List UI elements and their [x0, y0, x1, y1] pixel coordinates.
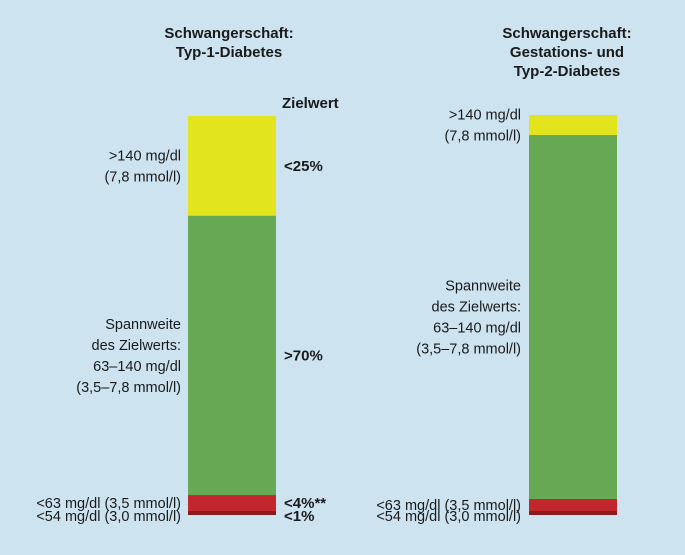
segment-label-line: 63–140 mg/dl: [433, 321, 521, 337]
segment-label-line: >140 mg/dl: [449, 108, 521, 124]
bar-segment-below-63: [529, 499, 617, 511]
segment-label-line: Spannweite: [445, 279, 521, 295]
target-value: >70%: [284, 347, 323, 364]
segment-label-line: <54 mg/dl (3,0 mmol/l): [376, 509, 521, 525]
chart-title-line: Schwangerschaft:: [164, 25, 293, 42]
target-header: Zielwert: [282, 95, 339, 112]
bar-segment-below-63: [188, 495, 276, 512]
segment-label-line: 63–140 mg/dl: [93, 359, 181, 375]
bar-segment-above-range: [529, 115, 617, 135]
segment-label-line: des Zielwerts:: [92, 338, 181, 354]
bar-segment-below-54: [529, 511, 617, 515]
segment-label: <54 mg/dl (3,0 mmol/l): [376, 509, 521, 525]
segment-label: <63 mg/dl (3,5 mmol/l): [36, 496, 181, 512]
segment-label: <54 mg/dl (3,0 mmol/l): [36, 509, 181, 525]
target-value: <4%**: [284, 495, 326, 512]
chart-title-line: Typ-1-Diabetes: [176, 44, 282, 61]
segment-label-line: (3,5–7,8 mmol/l): [76, 380, 181, 396]
bar-segment-above-range: [188, 116, 276, 216]
segment-label-line: (7,8 mmol/l): [444, 129, 521, 145]
bar-segment-below-54: [188, 511, 276, 515]
bar-segment-in-range: [188, 215, 276, 496]
segment-label-line: (7,8 mmol/l): [104, 169, 181, 185]
chart-title-line: Gestations- und: [510, 44, 624, 61]
segment-label-line: <63 mg/dl (3,5 mmol/l): [36, 496, 181, 512]
segment-label: Spannweite des Zielwerts: 63–140 mg/dl (3,5…: [416, 279, 521, 358]
segment-label: Spannweite des Zielwerts: 63–140 mg/dl (3,5…: [76, 317, 181, 396]
segment-label-line: <54 mg/dl (3,0 mmol/l): [36, 509, 181, 525]
segment-label-line: <63 mg/dl (3,5 mmol/l): [376, 498, 521, 514]
chart-title-line: Schwangerschaft:: [502, 25, 631, 42]
chart-title: Schwangerschaft: Typ-1-Diabetes: [164, 25, 293, 61]
chart-title: Schwangerschaft: Gestations- und Typ-2-Dia…: [502, 25, 631, 80]
bar-segment-in-range: [529, 135, 617, 499]
segment-label: >140 mg/dl (7,8 mmol/l): [104, 148, 181, 185]
segment-label: <63 mg/dl (3,5 mmol/l): [376, 498, 521, 514]
segment-label-line: (3,5–7,8 mmol/l): [416, 342, 521, 358]
segment-label-line: Spannweite: [105, 317, 181, 333]
target-value: <1%: [284, 508, 314, 525]
segment-label: >140 mg/dl (7,8 mmol/l): [444, 108, 521, 145]
segment-label-line: >140 mg/dl: [109, 148, 181, 164]
target-value: <25%: [284, 158, 323, 175]
segment-label-line: des Zielwerts:: [432, 300, 521, 316]
chart-title-line: Typ-2-Diabetes: [514, 63, 620, 80]
